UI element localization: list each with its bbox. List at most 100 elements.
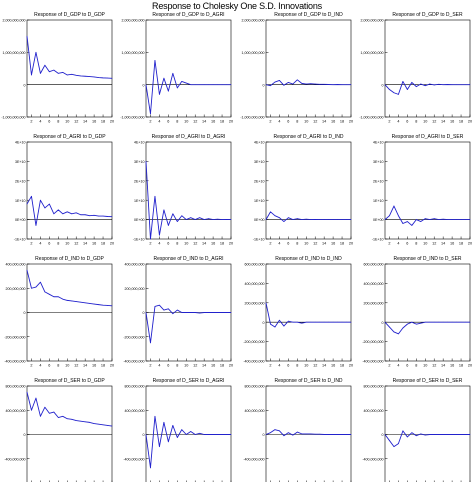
response-point [288, 320, 289, 322]
x-tick-label: 12 [74, 364, 78, 368]
y-tick-label: -1,000,000,000 [120, 116, 144, 120]
response-point [411, 225, 413, 226]
response-point [328, 84, 329, 85]
y-tick-label: 400,000,000 [364, 409, 384, 413]
response-point [332, 84, 334, 86]
y-tick-label: 400,000,000 [125, 409, 145, 413]
x-tick-label: 6 [406, 242, 408, 246]
y-tick-label: 0 [382, 433, 384, 437]
response-point [49, 293, 50, 295]
response-point [154, 195, 156, 197]
response-point [107, 216, 108, 217]
x-tick-label: 10 [304, 364, 308, 368]
response-point [145, 434, 147, 435]
response-point [456, 219, 457, 220]
y-tick-label: 0 [143, 433, 145, 437]
response-point [35, 397, 37, 399]
x-tick-label: 10 [304, 120, 308, 124]
x-tick-label: 14 [83, 120, 87, 124]
response-point [292, 219, 294, 220]
x-tick-label: 12 [313, 242, 317, 246]
x-tick-label: 18 [459, 364, 463, 368]
response-point [274, 81, 276, 83]
response-point [31, 74, 32, 76]
y-tick-label: 400,000,000 [245, 409, 265, 413]
response-point [420, 83, 422, 85]
response-point [57, 417, 59, 418]
y-tick-label: 200,000,000 [245, 301, 265, 305]
response-point [424, 218, 426, 219]
response-point [40, 415, 41, 417]
response-point [102, 304, 104, 306]
response-point [424, 85, 426, 86]
response-point [442, 434, 444, 435]
y-tick-label: 400,000,000 [6, 263, 26, 267]
response-line [145, 415, 231, 469]
response-point [168, 225, 169, 226]
response-point [332, 321, 334, 323]
irf-panel: Response of D_IND to D_IND 600,000,000 400… [243, 256, 353, 368]
y-tick-label: 600,000,000 [245, 263, 265, 267]
response-point [208, 434, 209, 435]
x-tick-label: 14 [202, 242, 206, 246]
response-point [438, 434, 440, 435]
response-point [384, 84, 386, 86]
response-point [314, 83, 316, 85]
plot-frame [145, 141, 232, 240]
y-tick-label: 0 [263, 83, 265, 87]
response-point [323, 83, 325, 85]
y-tick-label: 200,000,000 [6, 287, 26, 291]
response-point [75, 74, 77, 76]
response-point [438, 83, 440, 85]
y-tick-label: -1,000,000,000 [240, 116, 264, 120]
response-point [265, 84, 267, 86]
response-point [389, 440, 390, 441]
response-point [163, 309, 165, 311]
response-point [279, 430, 280, 432]
response-point [407, 89, 408, 90]
y-tick-label: -400,000,000 [243, 457, 264, 461]
y-tick-label: -400,000,000 [123, 457, 144, 461]
response-point [447, 321, 448, 323]
response-point [102, 77, 104, 79]
response-point [98, 77, 99, 78]
response-point [279, 80, 280, 81]
response-point [393, 205, 395, 207]
x-tick-label: 10 [65, 120, 69, 124]
response-point [168, 308, 169, 310]
panel-title: Response of D_GDP to D_SER [392, 12, 463, 18]
y-tick-label: 1E+10 [15, 199, 26, 203]
figure-title: Response to Cholesky One S.D. Innovation… [152, 1, 322, 11]
irf-panel: Response of D_AGRI to D_IND 4E+10 3E+10 2E+… [253, 134, 353, 246]
response-point [305, 321, 307, 323]
panel-title: Response of D_SER to D_AGRI [153, 378, 225, 384]
x-tick-label: 10 [65, 242, 69, 246]
response-point [283, 435, 285, 437]
y-tick-label: 1,000,000,000 [122, 51, 145, 55]
response-point [49, 203, 50, 205]
response-point [411, 432, 413, 434]
response-point [402, 430, 404, 432]
response-point [98, 304, 99, 305]
x-tick-label: 16 [92, 364, 96, 368]
x-tick-label: 20 [110, 120, 114, 124]
response-point [301, 219, 303, 220]
response-point [465, 321, 466, 323]
y-tick-label: -1E+10 [133, 238, 145, 242]
response-line [384, 205, 470, 226]
response-point [150, 342, 151, 344]
response-point [415, 86, 417, 87]
response-point [107, 425, 108, 426]
response-point [89, 303, 90, 304]
y-tick-label: 3E+10 [15, 160, 26, 164]
x-tick-label: 20 [229, 120, 233, 124]
x-tick-label: 20 [468, 364, 472, 368]
plot-frame [26, 385, 113, 482]
response-point [217, 218, 218, 220]
response-point [107, 305, 108, 306]
response-point [212, 434, 214, 435]
x-tick-label: 8 [57, 120, 59, 124]
irf-panel: Response of D_GDP to D_IND 2,000,000,000 1… [240, 12, 353, 124]
response-point [305, 83, 307, 85]
